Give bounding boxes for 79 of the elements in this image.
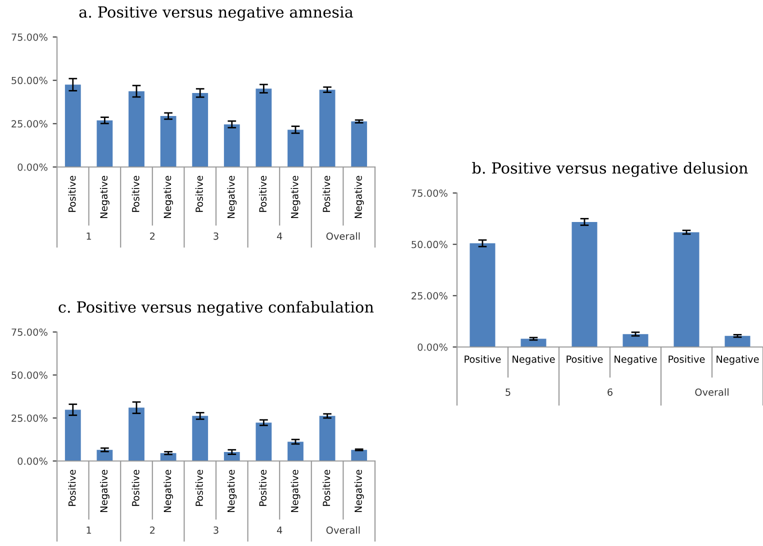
x-tick-label: Negative (512, 355, 555, 365)
bar (192, 416, 208, 461)
x-tick-label: Positive (322, 176, 330, 212)
bar (96, 450, 113, 461)
bar (572, 222, 598, 347)
bar (128, 408, 144, 461)
bar (288, 130, 304, 167)
bar (470, 243, 496, 347)
bar (674, 232, 700, 347)
x-tick-label: Positive (258, 470, 267, 506)
text: Overall (695, 388, 728, 396)
bar (128, 91, 144, 167)
x-tick-label: Negative (290, 176, 300, 218)
x-tick-label: Positive (464, 355, 501, 363)
y-tick-label: 25.00% (12, 120, 48, 128)
text: 1 (86, 232, 91, 240)
x-tick-label: Negative (164, 176, 174, 218)
bar (256, 422, 272, 461)
bar (160, 116, 176, 167)
text: 5 (506, 388, 510, 396)
x-tick-label: Negative (614, 355, 657, 365)
x-tick-label: Positive (566, 355, 603, 363)
bar (96, 120, 113, 167)
x-tick-label: Positive (68, 470, 76, 506)
bar (160, 453, 176, 461)
x-tick-label: Positive (258, 176, 267, 212)
x-tick-label: Negative (716, 355, 759, 365)
bar (520, 338, 546, 347)
y-tick-label: 25.00% (12, 414, 48, 422)
text: 2 (150, 232, 155, 240)
x-tick-label: Positive (195, 176, 203, 212)
x-tick-label: Negative (354, 176, 364, 218)
y-tick-label: 50.00% (12, 76, 48, 84)
x-tick-label: Negative (100, 470, 110, 512)
x-tick-label: Negative (100, 176, 110, 218)
text: 4 (276, 526, 282, 534)
text: 3 (214, 232, 218, 240)
bar (64, 410, 81, 461)
x-tick-label: Positive (68, 176, 76, 212)
bar (622, 334, 648, 347)
chart-title: b. Positive versus negative delusion (472, 162, 748, 177)
text: 4 (276, 232, 282, 240)
text: Overall (326, 526, 360, 534)
x-tick-label: Negative (227, 470, 237, 512)
bar (724, 336, 750, 347)
y-tick-label: 50.00% (412, 240, 448, 248)
x-tick-label: Positive (668, 355, 705, 363)
x-tick-label: Negative (164, 470, 174, 512)
y-tick-label: 50.00% (12, 371, 48, 379)
text: 6 (608, 388, 612, 396)
y-tick-label: 75.00% (412, 189, 448, 197)
x-tick-label: Positive (195, 470, 203, 506)
bar (351, 450, 368, 461)
chart-title: a. Positive versus negative amnesia (79, 6, 354, 21)
bar (319, 90, 336, 167)
bar (192, 92, 208, 167)
x-tick-label: Negative (227, 176, 237, 218)
y-tick-label: 0.00% (18, 163, 48, 171)
text: 3 (214, 526, 218, 534)
x-tick-label: Negative (290, 470, 300, 512)
chart-title: c. Positive versus negative confabulation (58, 300, 374, 316)
text: 1 (86, 526, 91, 534)
text: Overall (326, 232, 360, 240)
x-tick-label: Positive (132, 176, 140, 212)
bar (224, 124, 240, 167)
text: 2 (150, 526, 155, 534)
y-tick-label: 0.00% (18, 457, 48, 465)
y-tick-label: 0.00% (418, 343, 448, 351)
bar (351, 121, 368, 167)
bar (319, 416, 336, 461)
bar (64, 84, 81, 167)
x-tick-label: Negative (354, 470, 364, 512)
bar (256, 88, 272, 167)
x-tick-label: Positive (132, 470, 140, 506)
y-tick-label: 75.00% (12, 328, 48, 336)
y-tick-label: 75.00% (12, 33, 48, 41)
y-tick-label: 25.00% (412, 292, 448, 300)
bar (288, 442, 304, 461)
x-tick-label: Positive (322, 470, 330, 506)
